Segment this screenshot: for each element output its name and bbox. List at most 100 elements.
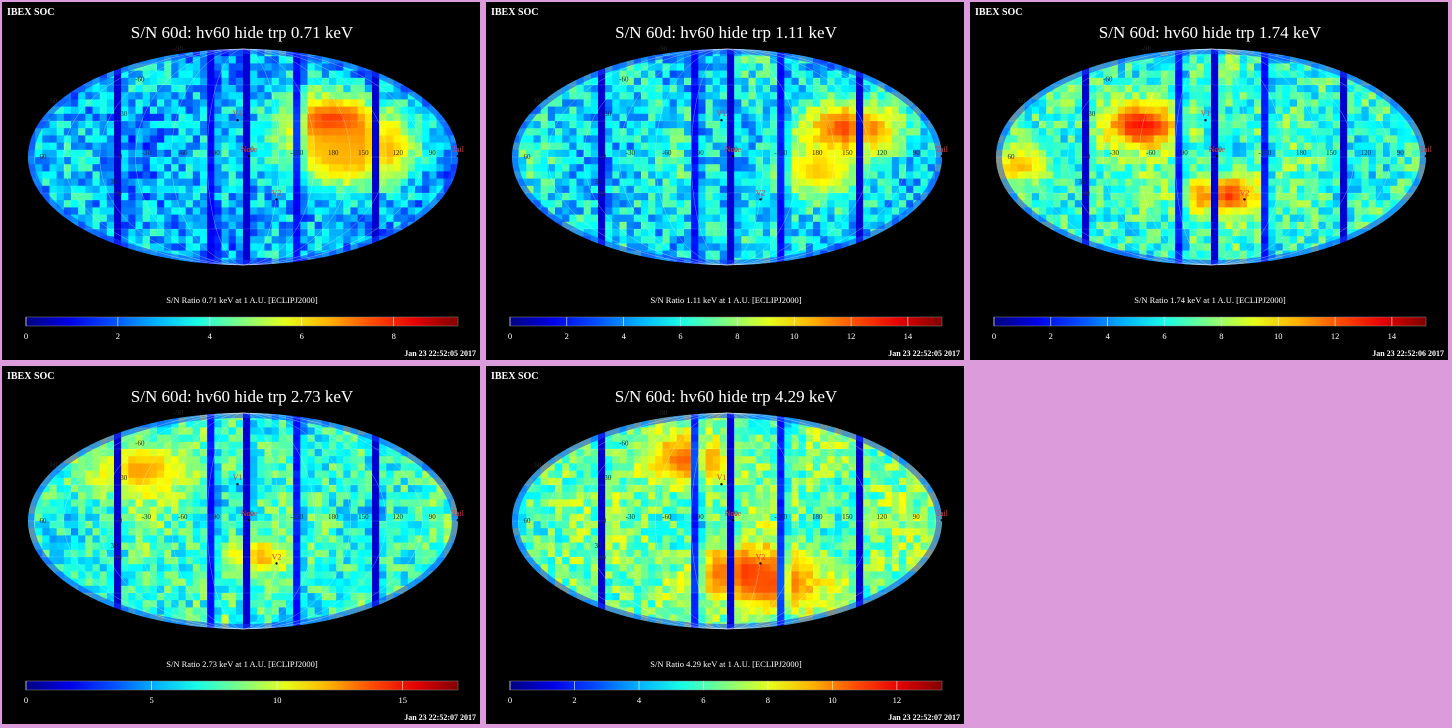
grid-label: 30 <box>111 178 119 186</box>
colorbar-tick-label: 10 <box>273 695 282 705</box>
grid-label: -90 <box>694 513 704 521</box>
grid-label: 90 <box>429 513 437 521</box>
grid-label: -60 <box>662 513 672 521</box>
grid-label: -60 <box>178 513 188 521</box>
marker-label: V2 <box>756 188 766 197</box>
grid-label: -30 <box>142 149 152 157</box>
grid-label: -60 <box>178 149 188 157</box>
marker-label: Tail <box>936 145 949 154</box>
grid-label: -120 <box>725 146 738 154</box>
grid-label: 90 <box>913 149 921 157</box>
marker-label: V2 <box>272 552 282 561</box>
colorbar-label: S/N Ratio 1.11 keV at 1 A.U. [ECLIPJ2000… <box>650 295 801 305</box>
colorbar-tick-label: 15 <box>398 695 407 705</box>
grid-label: 30 <box>115 190 123 198</box>
grid-label: 0 <box>603 517 607 525</box>
colorbar-tick-label: 4 <box>208 331 213 341</box>
grid-label: 60 <box>524 153 532 161</box>
grid-label: -30 <box>602 474 612 482</box>
grid-label: 30 <box>599 190 607 198</box>
empty-slot <box>969 366 1450 726</box>
colorbar-label: S/N Ratio 2.73 keV at 1 A.U. [ECLIPJ2000… <box>166 659 318 669</box>
skymap-panel: IBEX SOC S/N 60d: hv60 hide trp 4.29 keV 6… <box>486 366 964 724</box>
grid-label: 150 <box>358 513 369 521</box>
map-title: S/N 60d: hv60 hide trp 2.73 keV <box>131 387 354 406</box>
colorbar <box>25 316 459 327</box>
marker-dot <box>456 519 459 522</box>
grid-label: -90 <box>694 149 704 157</box>
skymap-panel: IBEX SOC S/N 60d: hv60 hide trp 1.74 keV 6… <box>970 2 1448 360</box>
marker-dot <box>759 198 762 201</box>
grid-label: 150 <box>842 513 853 521</box>
grid-label: -150 <box>290 149 303 157</box>
colorbar-tick-label: 14 <box>1388 331 1397 341</box>
grid-label: -60 <box>619 75 629 83</box>
grid-label: 30 <box>111 542 119 550</box>
colorbar-tick-label: 8 <box>392 331 396 341</box>
grid-label: 60 <box>50 97 58 105</box>
grid-label: 0 <box>603 153 607 161</box>
grid-label: 60 <box>40 153 48 161</box>
colorbar-tick-label: 14 <box>904 331 913 341</box>
colorbar-label: S/N Ratio 0.71 keV at 1 A.U. [ECLIPJ2000… <box>166 295 318 305</box>
colorbar-tick-label: 10 <box>790 331 799 341</box>
marker-dot <box>731 155 735 158</box>
grid-label: -150 <box>1258 149 1271 157</box>
colorbar-tick-label: 8 <box>766 695 770 705</box>
grid-label: -120 <box>241 510 254 518</box>
grid-label: -30 <box>1086 110 1096 118</box>
timestamp: Jan 23 22:52:07 2017 <box>404 713 476 722</box>
grid-label: -30 <box>602 110 612 118</box>
marker-dot <box>275 562 278 565</box>
colorbar <box>993 316 1427 327</box>
skymap-panel: IBEX SOC S/N 60d: hv60 hide trp 1.11 keV 6… <box>486 2 964 360</box>
grid-label: -60 <box>1146 149 1156 157</box>
colorbar-tick-label: 2 <box>116 331 120 341</box>
grid-label: 0 <box>119 153 123 161</box>
marker-dot <box>247 155 251 158</box>
colorbar-tick-label: 10 <box>1274 331 1283 341</box>
grid-label: 60 <box>534 461 542 469</box>
map-title: S/N 60d: hv60 hide trp 4.29 keV <box>615 387 838 406</box>
timestamp: Jan 23 22:52:06 2017 <box>1372 349 1444 358</box>
colorbar-tick-label: 8 <box>1219 331 1223 341</box>
colorbar-tick-label: 6 <box>1162 331 1166 341</box>
grid-label: 90 <box>429 149 437 157</box>
colorbar-tick-label: 0 <box>508 695 512 705</box>
colorbar-tick-label: 2 <box>572 695 576 705</box>
marker-label: V1 <box>717 473 727 482</box>
marker-label: V1 <box>1201 109 1211 118</box>
grid-label: 0 <box>119 517 123 525</box>
skymap-grid <box>512 412 942 630</box>
grid-label: 30 <box>595 542 603 550</box>
marker-label: Tail <box>452 509 465 518</box>
marker-label: Nose <box>725 509 742 518</box>
grid-label: 150 <box>842 149 853 157</box>
grid-label: -90 <box>210 513 220 521</box>
grid-label: -90 <box>1178 149 1188 157</box>
marker-dot <box>940 519 943 522</box>
grid-label: -30 <box>118 474 128 482</box>
colorbar-tick-label: 10 <box>828 695 837 705</box>
grid-label: -90 <box>658 45 668 53</box>
grid-label: -90 <box>1142 45 1152 53</box>
colorbar-tick-label: 6 <box>701 695 705 705</box>
marker-dot <box>1215 155 1219 158</box>
colorbar <box>25 680 459 691</box>
grid-label: 90 <box>1397 149 1405 157</box>
colorbar-tick-label: 0 <box>24 331 28 341</box>
grid-label: -90 <box>210 149 220 157</box>
marker-label: Tail <box>452 145 465 154</box>
colorbar-tick-label: 0 <box>508 331 512 341</box>
colorbar-label: S/N Ratio 4.29 keV at 1 A.U. [ECLIPJ2000… <box>650 659 802 669</box>
grid-label: -90 <box>174 409 184 417</box>
skymap-svg: IBEX SOC S/N 60d: hv60 hide trp 1.11 keV 6… <box>491 7 960 358</box>
grid-label: 120 <box>393 149 404 157</box>
grid-label: 30 <box>595 178 603 186</box>
source-label: IBEX SOC <box>7 371 55 382</box>
colorbar-tick-label: 4 <box>637 695 642 705</box>
grid-label: 90 <box>913 513 921 521</box>
marker-dot <box>236 119 239 122</box>
marker-dot <box>275 198 278 201</box>
grid-label: -30 <box>142 513 152 521</box>
